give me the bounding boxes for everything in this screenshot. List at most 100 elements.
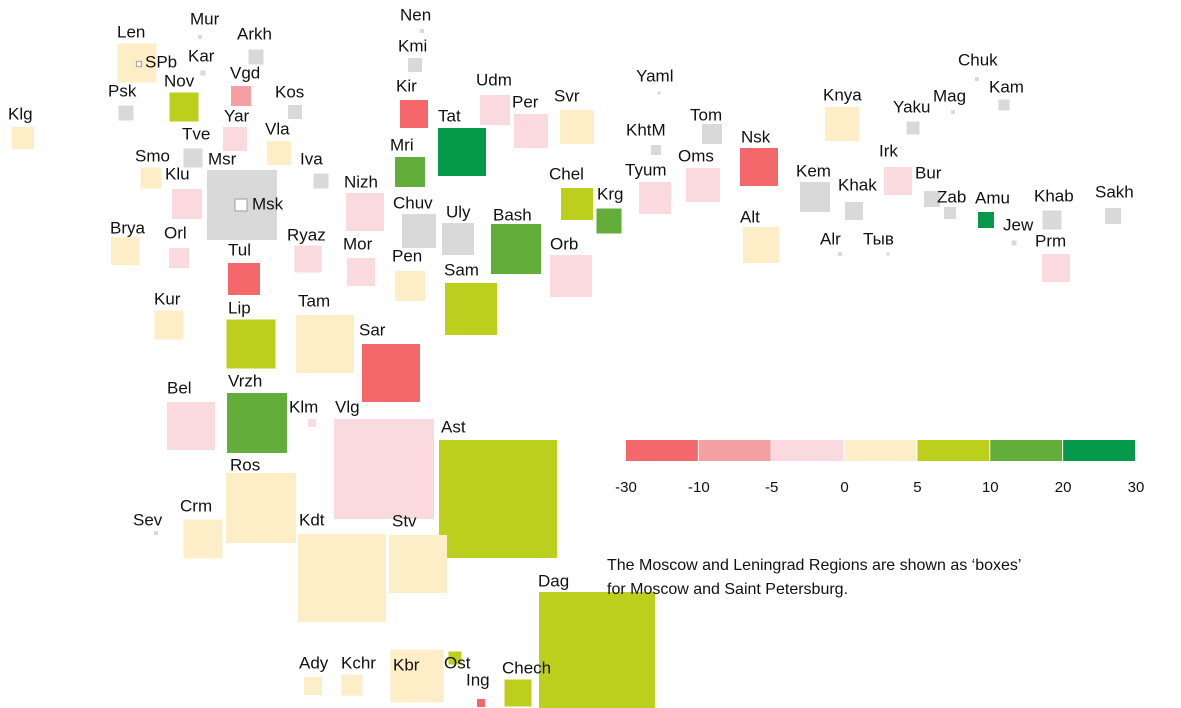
region-label: Chuv xyxy=(393,193,433,212)
region-square xyxy=(231,86,251,106)
legend-swatch xyxy=(990,440,1063,461)
region-square xyxy=(334,419,434,519)
region-square xyxy=(169,92,199,122)
region-label: Oms xyxy=(678,146,714,165)
region-label: Mag xyxy=(933,86,966,105)
region-square xyxy=(111,237,139,265)
region-label: Kdt xyxy=(299,510,325,529)
region-label: Orb xyxy=(550,234,578,253)
legend-swatch xyxy=(771,440,844,461)
region-square xyxy=(420,29,424,33)
region-square xyxy=(183,148,203,168)
region-label: Nizh xyxy=(344,172,378,191)
region-label: Jew xyxy=(1003,215,1034,234)
region-square xyxy=(298,534,386,622)
region-square xyxy=(154,310,184,340)
region-label: Tom xyxy=(690,105,722,124)
region-label: Tve xyxy=(182,124,210,143)
region-label: Kur xyxy=(154,289,181,308)
region-label: Kos xyxy=(275,82,304,101)
region-square xyxy=(491,224,541,274)
region-square xyxy=(12,127,34,149)
region-label: Pen xyxy=(392,246,422,265)
region-label: Zab xyxy=(937,187,966,206)
region-label: Ing xyxy=(466,670,490,689)
region-square xyxy=(702,124,722,144)
region-square xyxy=(477,699,485,707)
region-square xyxy=(288,105,302,119)
region-square xyxy=(200,70,206,76)
region-label: Svr xyxy=(554,86,580,105)
legend-swatch xyxy=(626,440,698,461)
region-square xyxy=(304,677,322,695)
region-label: Kar xyxy=(188,46,215,65)
region-label: Arkh xyxy=(237,24,272,43)
region-square xyxy=(514,114,548,148)
region-square xyxy=(362,344,420,402)
region-square xyxy=(480,95,510,125)
region-label: Yar xyxy=(224,106,250,125)
region-square xyxy=(346,193,384,231)
region-label: Udm xyxy=(476,70,512,89)
region-square xyxy=(975,77,979,81)
region-label: Knya xyxy=(823,85,862,104)
region-label: Nen xyxy=(400,5,431,24)
region-square xyxy=(198,35,202,39)
region-square xyxy=(183,519,223,559)
region-square xyxy=(402,214,436,248)
region-label: Prm xyxy=(1035,231,1066,250)
region-square xyxy=(226,473,296,543)
region-label: Kam xyxy=(989,77,1024,96)
region-label: Khab xyxy=(1034,186,1074,205)
region-square xyxy=(140,167,162,189)
region-square xyxy=(169,248,189,268)
region-square xyxy=(550,255,592,297)
region-label: Kbr xyxy=(393,655,420,674)
region-label: Iva xyxy=(300,149,323,168)
legend-tick-label: 5 xyxy=(913,479,921,496)
region-square xyxy=(944,207,956,219)
region-label: Mor xyxy=(343,234,373,253)
region-label: Krg xyxy=(597,184,623,203)
region-square xyxy=(825,107,859,141)
region-label: Irk xyxy=(879,141,898,160)
region-label: Sar xyxy=(359,320,386,339)
region-square xyxy=(408,58,422,72)
region-square xyxy=(223,127,247,151)
region-square xyxy=(886,252,890,256)
region-label: Kchr xyxy=(341,653,376,672)
region-square xyxy=(389,535,447,593)
legend-tick-label: 20 xyxy=(1055,479,1072,496)
region-square xyxy=(167,402,215,450)
region-square xyxy=(740,148,778,186)
region-label: Bash xyxy=(493,205,532,224)
region-label: KhtM xyxy=(626,120,666,139)
region-label: Kir xyxy=(396,76,417,95)
region-label: Ost xyxy=(444,653,471,672)
region-label: Nsk xyxy=(741,127,771,146)
legend-tick-label: 30 xyxy=(1128,479,1145,496)
region-square xyxy=(154,531,158,535)
region-square xyxy=(884,167,912,195)
region-label: Vgd xyxy=(230,63,260,82)
legend-swatch xyxy=(1063,440,1135,461)
region-square xyxy=(296,315,354,373)
region-label: Klg xyxy=(8,104,33,123)
legend-tick-label: 10 xyxy=(982,479,999,496)
region-label: Stv xyxy=(392,511,417,530)
region-label: Tat xyxy=(438,106,461,125)
region-square xyxy=(504,679,532,707)
legend-tick-label: -30 xyxy=(615,479,637,496)
region-label: Bur xyxy=(915,163,942,182)
region-square xyxy=(951,110,955,114)
region-square xyxy=(445,283,497,335)
legend-tick-label: 0 xyxy=(840,479,848,496)
region-square xyxy=(313,173,329,189)
region-label: Smo xyxy=(135,146,170,165)
region-square xyxy=(1042,210,1062,230)
region-label: Mri xyxy=(390,135,414,154)
region-square xyxy=(561,188,593,220)
region-label: Msr xyxy=(208,149,237,168)
region-label: Vlg xyxy=(335,397,360,416)
